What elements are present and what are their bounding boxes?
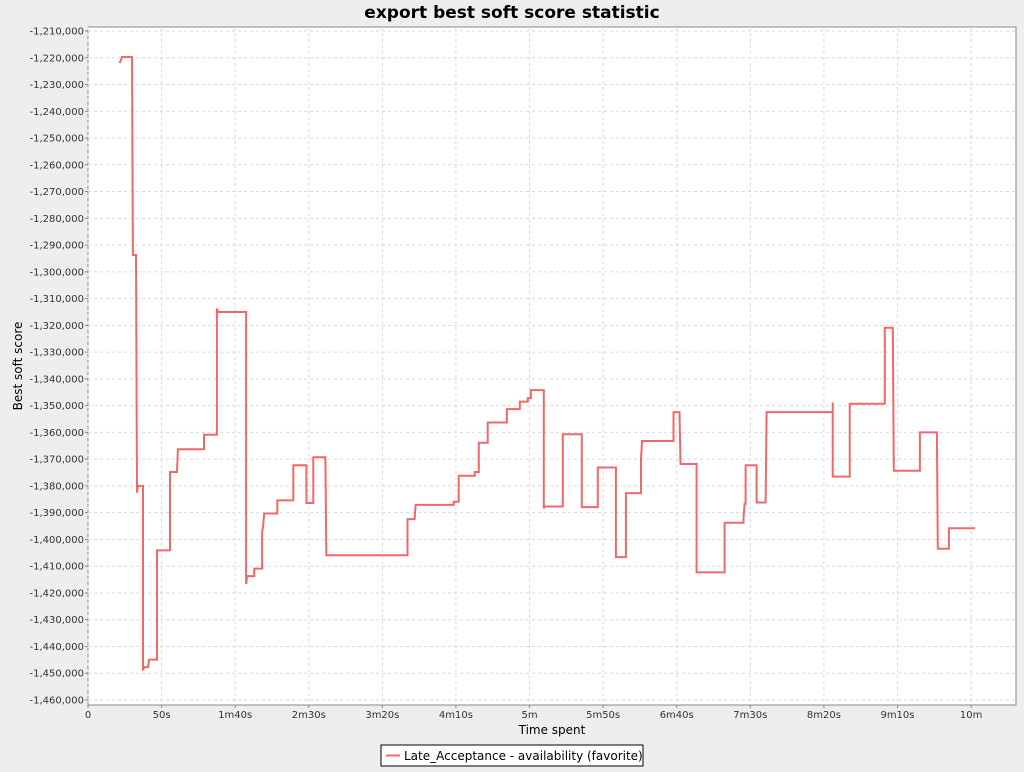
y-tick-label: -1,400,000	[29, 535, 84, 546]
y-tick-label: -1,410,000	[29, 562, 84, 573]
legend-label: Late_Acceptance - availability (favorite…	[404, 749, 643, 763]
x-tick-label: 9m10s	[880, 710, 914, 721]
x-tick-label: 50s	[153, 710, 171, 721]
y-tick-label: -1,430,000	[29, 615, 84, 626]
x-tick-label: 10m	[960, 710, 982, 721]
y-tick-label: -1,350,000	[29, 401, 84, 412]
grid-layer	[87, 27, 1016, 705]
y-tick-label: -1,220,000	[29, 53, 84, 64]
y-tick-label: -1,280,000	[29, 214, 84, 225]
x-tick-label: 3m20s	[365, 710, 399, 721]
x-tick-label: 5m	[521, 710, 537, 721]
y-tick-label: -1,210,000	[29, 27, 84, 38]
y-tick-label: -1,300,000	[29, 267, 84, 278]
x-axis-label: Time spent	[518, 723, 586, 737]
y-tick-label: -1,240,000	[29, 107, 84, 118]
y-tick-label: -1,440,000	[29, 642, 84, 653]
axis-layer: -1,210,000 -1,220,000 -1,230,000 -1,240,000…	[29, 27, 982, 722]
y-tick-label: -1,380,000	[29, 481, 84, 492]
y-tick-label: -1,320,000	[29, 321, 84, 332]
x-tick-label: 8m20s	[807, 710, 841, 721]
x-tick-label: 4m10s	[439, 710, 473, 721]
y-tick-label: -1,260,000	[29, 160, 84, 171]
plot-area	[87, 26, 1017, 706]
x-tick-label: 0	[85, 710, 91, 721]
series-layer	[118, 56, 975, 671]
series-line	[118, 56, 975, 671]
y-tick-label: -1,270,000	[29, 187, 84, 198]
y-tick-label: -1,420,000	[29, 588, 84, 599]
y-tick-label: -1,450,000	[29, 669, 84, 680]
x-tick-label: 1m40s	[218, 710, 252, 721]
legend: Late_Acceptance - availability (favorite…	[380, 744, 644, 767]
y-axis-label: Best soft score	[11, 322, 25, 411]
y-tick-label: -1,340,000	[29, 374, 84, 385]
y-tick-label: -1,250,000	[29, 134, 84, 145]
legend-box	[380, 744, 644, 767]
y-tick-label: -1,390,000	[29, 508, 84, 519]
y-tick-label: -1,370,000	[29, 455, 84, 466]
x-tick-label: 2m30s	[292, 710, 326, 721]
x-tick-label: 7m30s	[733, 710, 767, 721]
y-tick-label: -1,290,000	[29, 241, 84, 252]
y-tick-label: -1,360,000	[29, 428, 84, 439]
y-tick-label: -1,460,000	[29, 696, 84, 707]
y-tick-label: -1,330,000	[29, 348, 84, 359]
x-tick-label: 6m40s	[660, 710, 694, 721]
chart-title: export best soft score statistic	[364, 3, 659, 23]
x-tick-label: 5m50s	[586, 710, 620, 721]
y-tick-label: -1,230,000	[29, 80, 84, 91]
y-tick-label: -1,310,000	[29, 294, 84, 305]
